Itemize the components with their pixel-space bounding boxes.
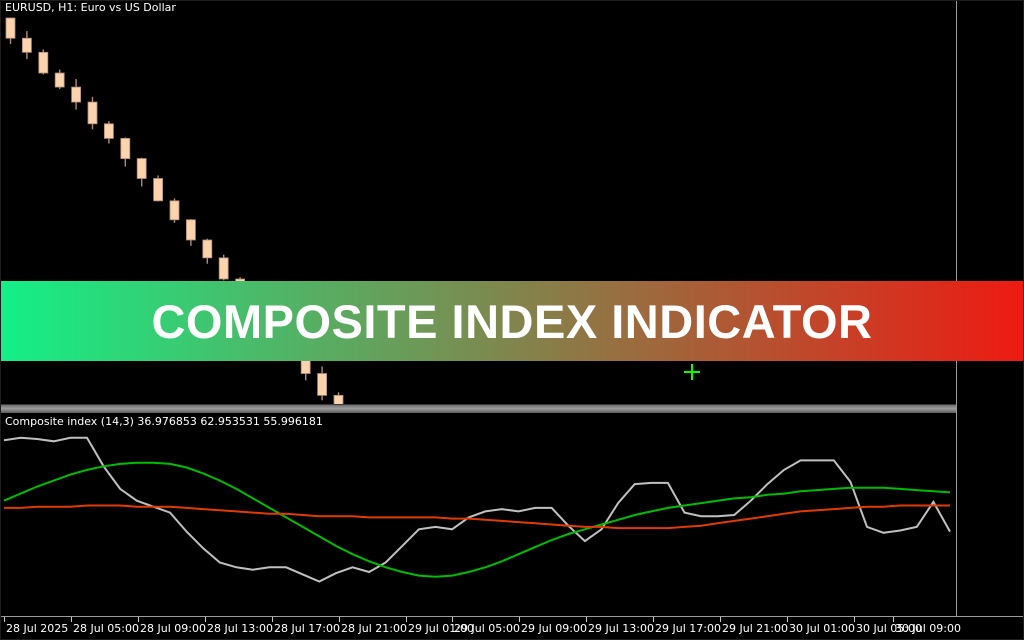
candle-body (218, 257, 229, 280)
pane-separator[interactable] (0, 404, 1024, 413)
time-axis-tick (452, 617, 453, 622)
crosshair-marker (684, 364, 700, 380)
time-axis-tick (854, 617, 855, 622)
candle-body (169, 200, 180, 221)
candle-body (317, 373, 328, 396)
candle-body (153, 178, 164, 202)
candle-body (54, 72, 65, 88)
price-chart-title: EURUSD, H1: Euro vs US Dollar (5, 1, 176, 14)
candle-body (5, 17, 16, 39)
candle-body (185, 219, 196, 241)
time-axis-label: 28 Jul 09:00 (140, 622, 206, 635)
time-axis-tick (406, 617, 407, 622)
candle-body (202, 239, 213, 259)
banner-overlay: COMPOSITE INDEX INDICATOR (0, 281, 1024, 361)
candle-body (333, 394, 344, 404)
time-axis-tick (272, 617, 273, 622)
candle-body (104, 123, 114, 139)
indicator-line-composite-index (3, 436, 951, 583)
time-axis-tick (653, 617, 654, 622)
time-axis-label: 29 Jul 21:00 (722, 622, 788, 635)
time-axis-label: 30 Jul 01:00 (789, 622, 855, 635)
time-axis-tick (205, 617, 206, 622)
time-axis-label: 29 Jul 01:00 (408, 622, 474, 635)
candle-body (21, 37, 32, 53)
time-axis-label: 30 Jul 09:00 (895, 622, 961, 635)
candle-body (71, 86, 81, 103)
candle-body (38, 51, 49, 74)
time-axis-tick (138, 617, 139, 622)
time-axis-tick (339, 617, 340, 622)
time-axis-label: 28 Jul 2025 (6, 622, 69, 635)
banner-title: COMPOSITE INDEX INDICATOR (151, 294, 873, 348)
time-axis-label: 28 Jul 21:00 (341, 622, 407, 635)
indicator-pane[interactable]: Composite index (14,3) 36.976853 62.9535… (0, 413, 1024, 616)
time-axis-label: 28 Jul 13:00 (207, 622, 273, 635)
time-axis-label: 28 Jul 17:00 (274, 622, 340, 635)
time-axis-tick (519, 617, 520, 622)
indicator-line-fast-ma (3, 461, 951, 578)
indicator-line-slow-ma (4, 504, 950, 530)
time-axis-label: 29 Jul 13:00 (588, 622, 654, 635)
indicator-series (3, 436, 951, 583)
candle-body (120, 138, 131, 159)
time-axis-tick (720, 617, 721, 622)
time-axis-label: 29 Jul 09:00 (521, 622, 587, 635)
candle-body (87, 101, 98, 125)
time-axis-label: 30 Jul 05:00 (856, 622, 922, 635)
time-axis-tick (787, 617, 788, 622)
time-axis[interactable]: 28 Jul 2025 28 Jul 05:00 28 Jul 09:00 28 Ju… (0, 616, 1024, 640)
time-axis-label: 28 Jul 05:00 (73, 622, 139, 635)
indicator-title: Composite index (14,3) 36.976853 62.9535… (5, 415, 323, 428)
time-axis-label: 29 Jul 05:00 (454, 622, 520, 635)
time-axis-tick (71, 617, 72, 622)
time-axis-tick (586, 617, 587, 622)
candle-body (136, 158, 147, 179)
time-axis-tick (4, 617, 5, 622)
time-axis-label: 29 Jul 17:00 (655, 622, 721, 635)
time-axis-tick (893, 617, 894, 622)
